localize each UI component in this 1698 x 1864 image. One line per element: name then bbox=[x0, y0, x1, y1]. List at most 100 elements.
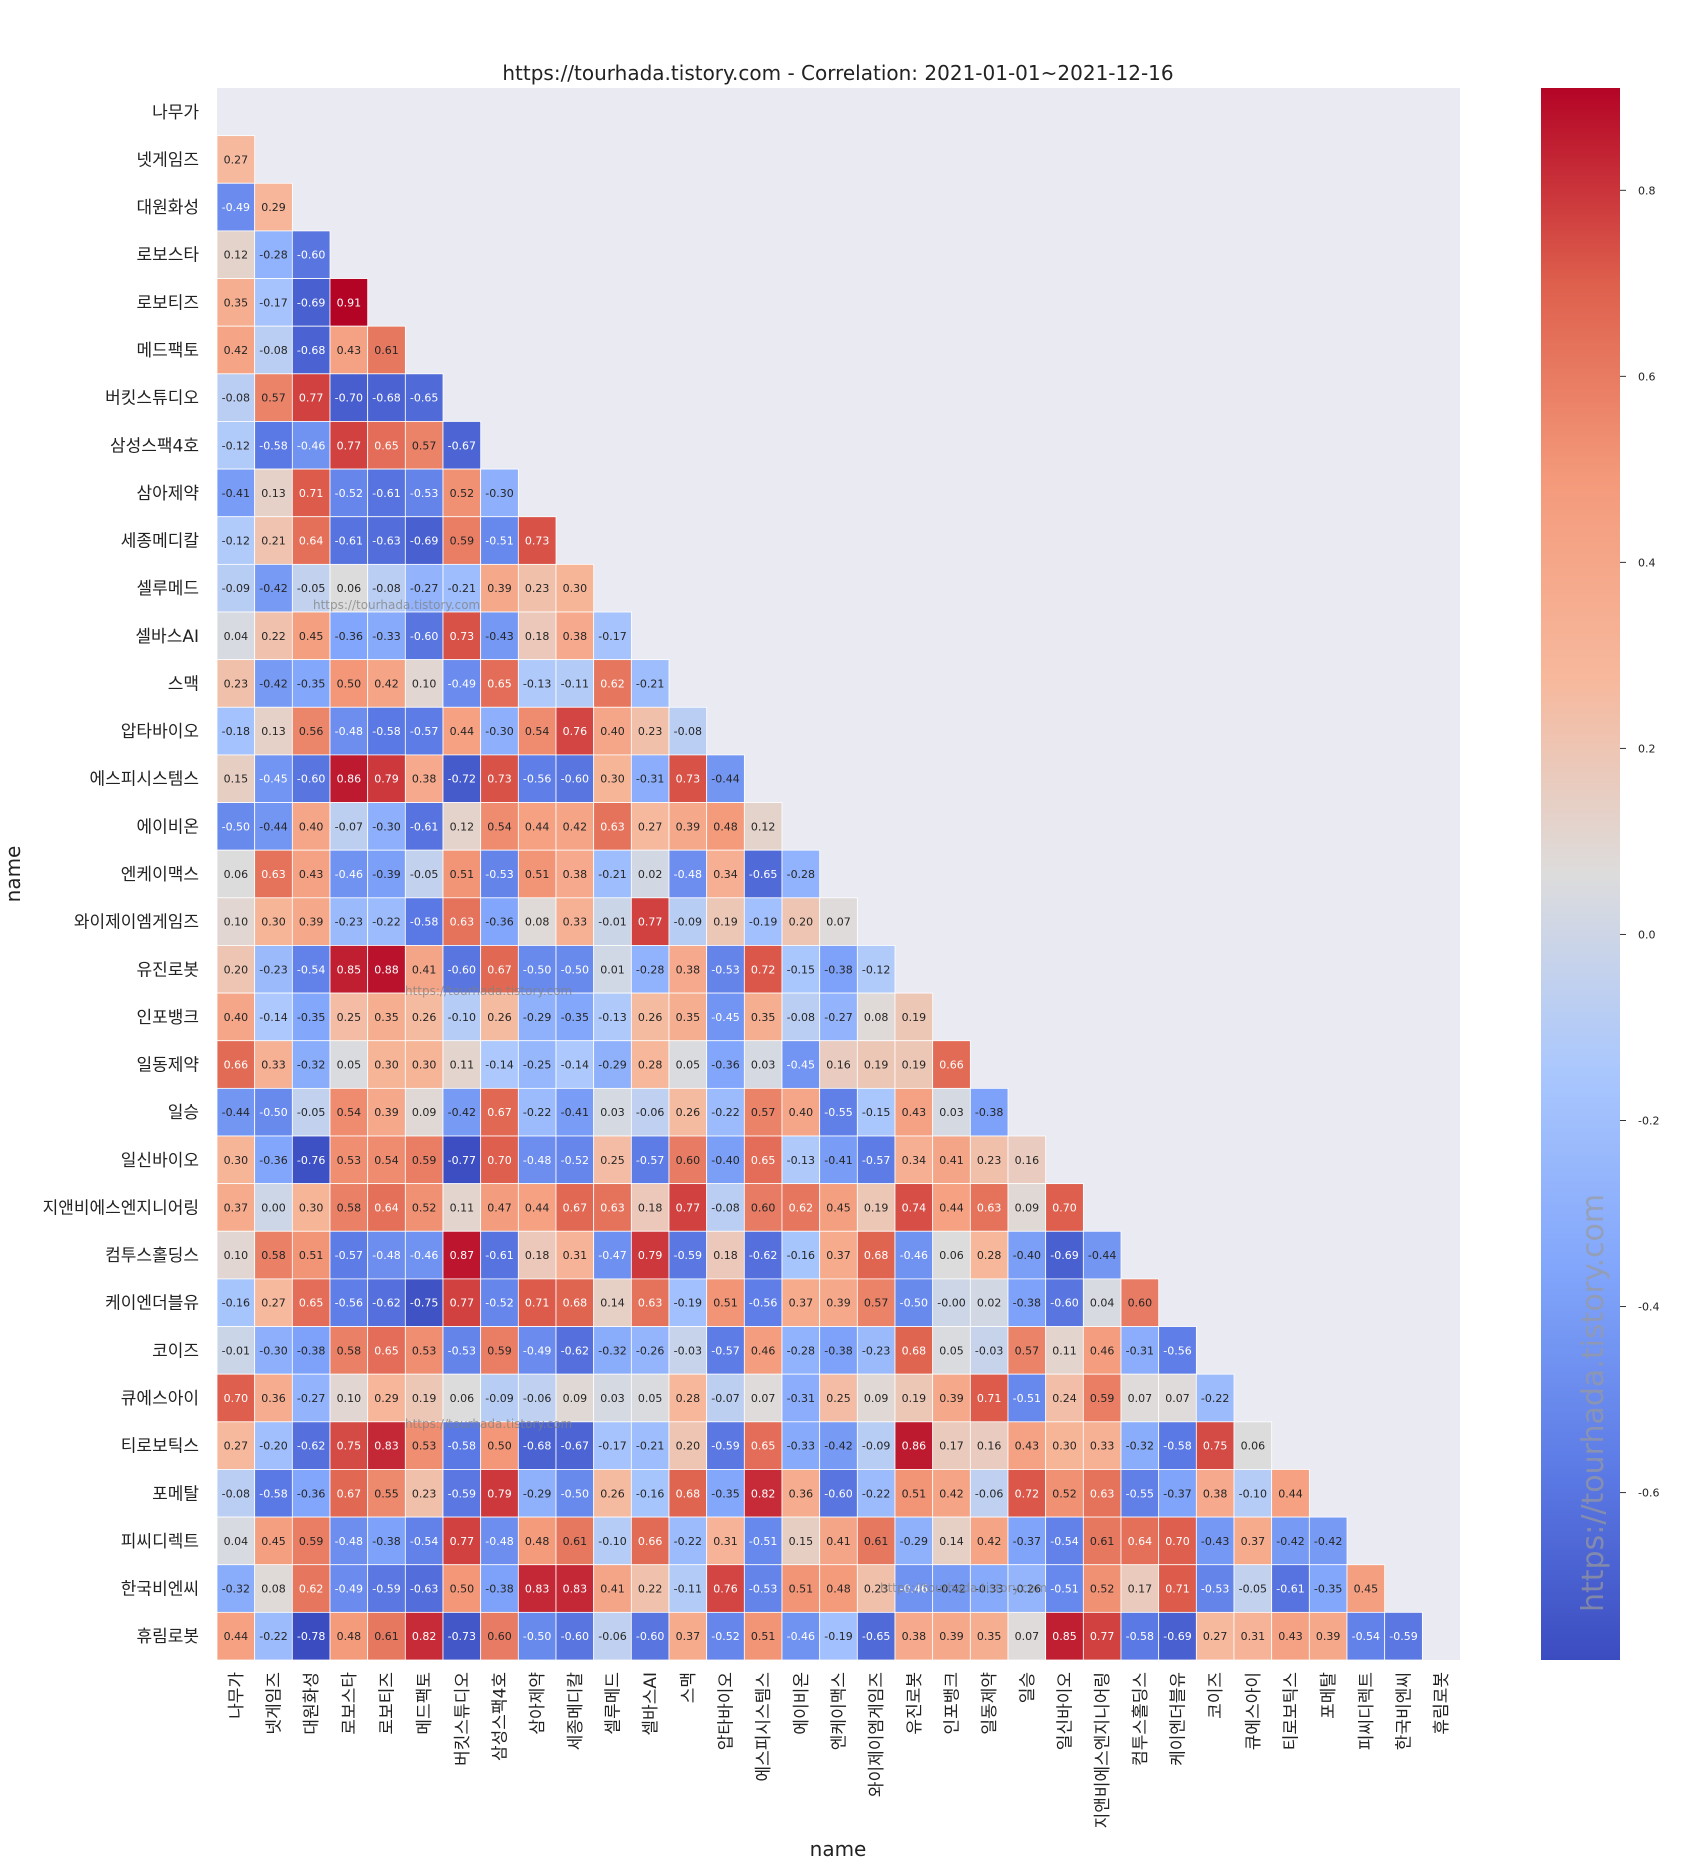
cell-value-label: -0.36 bbox=[259, 1154, 287, 1167]
cell-value-label: 0.45 bbox=[261, 1535, 286, 1548]
cell-value-label: 0.43 bbox=[337, 344, 362, 357]
cell-value-label: 0.68 bbox=[864, 1249, 889, 1262]
heatmap-cell bbox=[291, 754, 331, 803]
y-tick-label: 엔케이맥스 bbox=[121, 865, 199, 885]
cell-value-label: 0.66 bbox=[638, 1535, 663, 1548]
heatmap-cell bbox=[291, 325, 331, 375]
cell-value-label: 0.72 bbox=[1015, 1487, 1040, 1500]
cell-value-label: -0.56 bbox=[335, 1297, 363, 1310]
heatmap-cell bbox=[593, 1183, 632, 1232]
y-tick-label: 메드팩토 bbox=[136, 341, 199, 361]
x-axis-label: name bbox=[810, 1837, 867, 1861]
cell-value-label: 0.44 bbox=[224, 1630, 249, 1643]
cell-value-label: -0.57 bbox=[335, 1249, 363, 1262]
heatmap-cell bbox=[367, 516, 406, 565]
cell-value-label: 0.58 bbox=[261, 1249, 286, 1262]
heatmap-cell bbox=[480, 1040, 519, 1089]
heatmap-cell bbox=[404, 849, 444, 899]
heatmap-cell bbox=[1082, 1230, 1122, 1280]
cell-value-label: 0.40 bbox=[224, 1011, 249, 1024]
heatmap-cell bbox=[480, 945, 519, 994]
watermarks: https://tourhada.tistory.com https://tour… bbox=[313, 598, 1611, 1612]
heatmap-cell bbox=[1384, 1611, 1423, 1661]
heatmap-cell bbox=[781, 849, 821, 899]
cell-value-label: 0.73 bbox=[676, 773, 701, 786]
cell-value-label: -0.69 bbox=[410, 535, 438, 548]
cell-value-label: 0.10 bbox=[337, 1392, 362, 1405]
cell-value-label: -0.36 bbox=[297, 1487, 325, 1500]
cell-value-label: -0.22 bbox=[862, 1487, 890, 1500]
x-tick-label: 지앤비에스엔지니어링 bbox=[1093, 1672, 1113, 1828]
cell-value-label: -0.60 bbox=[1050, 1297, 1078, 1310]
heatmap-cell bbox=[969, 1373, 1009, 1423]
heatmap-cell bbox=[404, 802, 444, 851]
heatmap-cell bbox=[932, 1326, 971, 1375]
cell-value-label: -0.48 bbox=[372, 1249, 400, 1262]
cell-value-label: -0.49 bbox=[523, 1344, 551, 1357]
cell-value-label: 0.57 bbox=[261, 392, 286, 405]
watermark-text: https://tourhada.tistory.com bbox=[405, 1417, 572, 1431]
cell-value-label: 0.65 bbox=[374, 1344, 399, 1357]
heatmap-cell bbox=[442, 1611, 482, 1661]
cell-value-label: 0.39 bbox=[939, 1630, 964, 1643]
cell-value-label: 0.39 bbox=[939, 1392, 964, 1405]
cell-value-label: 0.10 bbox=[224, 916, 249, 929]
heatmap-cell bbox=[404, 1326, 444, 1375]
heatmap-cell bbox=[1082, 1326, 1122, 1375]
y-tick-label: 로보티즈 bbox=[136, 293, 199, 313]
cell-value-label: 0.20 bbox=[676, 1440, 701, 1453]
x-tick-label: 셀바스AI bbox=[641, 1672, 661, 1736]
cell-value-label: -0.08 bbox=[372, 582, 400, 595]
cell-value-label: 0.03 bbox=[600, 1106, 625, 1119]
heatmap-cell bbox=[404, 1373, 444, 1423]
heatmap-cell bbox=[668, 754, 708, 803]
heatmap-cell bbox=[329, 1516, 369, 1566]
cell-value-label: 0.12 bbox=[224, 249, 249, 262]
cell-value-label: -0.38 bbox=[297, 1344, 325, 1357]
watermark-text: https://tourhada.tistory.com bbox=[1576, 1194, 1611, 1612]
cell-value-label: 0.31 bbox=[713, 1535, 738, 1548]
cell-value-label: -0.35 bbox=[561, 1011, 589, 1024]
cell-value-label: 0.38 bbox=[1203, 1487, 1228, 1500]
heatmap-cell bbox=[593, 1278, 632, 1327]
heatmap-cell bbox=[593, 992, 632, 1042]
heatmap-cell bbox=[442, 516, 482, 565]
cell-value-label: -0.48 bbox=[523, 1154, 551, 1167]
x-tick-label: 일동제약 bbox=[980, 1672, 1000, 1735]
cell-value-label: -0.32 bbox=[598, 1344, 626, 1357]
cell-value-label: -0.57 bbox=[636, 1154, 664, 1167]
heatmap-cell bbox=[291, 230, 331, 279]
cell-value-label: 0.85 bbox=[1052, 1630, 1077, 1643]
heatmap-cell bbox=[743, 802, 783, 851]
x-tick-label: 에이비온 bbox=[792, 1672, 812, 1735]
heatmap-cell bbox=[856, 1135, 896, 1185]
heatmap-cell bbox=[969, 1326, 1009, 1375]
cell-value-label: -0.53 bbox=[711, 963, 739, 976]
heatmap-cell bbox=[329, 1183, 369, 1232]
x-tick-labels: 나무가 넷게임즈 대원화성 로보스타 로보티즈 메드팩토 버킷스튜디오 삼성스팩4호 삼아제약 세… bbox=[227, 1672, 1452, 1829]
cell-value-label: 0.27 bbox=[1203, 1630, 1228, 1643]
cell-value-label: 0.48 bbox=[826, 1583, 851, 1596]
cell-value-label: 0.58 bbox=[337, 1344, 362, 1357]
heatmap-cell bbox=[517, 945, 557, 994]
heatmap-cell bbox=[630, 1516, 670, 1566]
cell-value-label: 0.15 bbox=[789, 1535, 814, 1548]
y-tick-label: 코이즈 bbox=[152, 1341, 199, 1361]
cell-value-label: 0.51 bbox=[751, 1630, 776, 1643]
cell-value-label: 0.44 bbox=[1278, 1487, 1303, 1500]
cell-value-label: 0.13 bbox=[261, 725, 286, 738]
heatmap-cell bbox=[743, 1469, 783, 1518]
cell-value-label: 0.30 bbox=[374, 1059, 399, 1072]
cell-value-label: -0.21 bbox=[636, 677, 664, 690]
cell-value-label: 0.38 bbox=[563, 868, 588, 881]
x-tick-label: 피씨디렉트 bbox=[1357, 1672, 1377, 1750]
heatmap-cell bbox=[743, 1087, 783, 1137]
heatmap-cell bbox=[216, 1373, 256, 1423]
cell-value-label: -0.59 bbox=[448, 1487, 476, 1500]
heatmap-cell bbox=[216, 1087, 256, 1137]
heatmap-cell bbox=[216, 135, 256, 184]
heatmap-cell bbox=[781, 1421, 821, 1470]
heatmap-cell bbox=[555, 563, 595, 613]
cell-value-label: -0.09 bbox=[674, 916, 702, 929]
heatmap-cell bbox=[517, 1278, 557, 1327]
